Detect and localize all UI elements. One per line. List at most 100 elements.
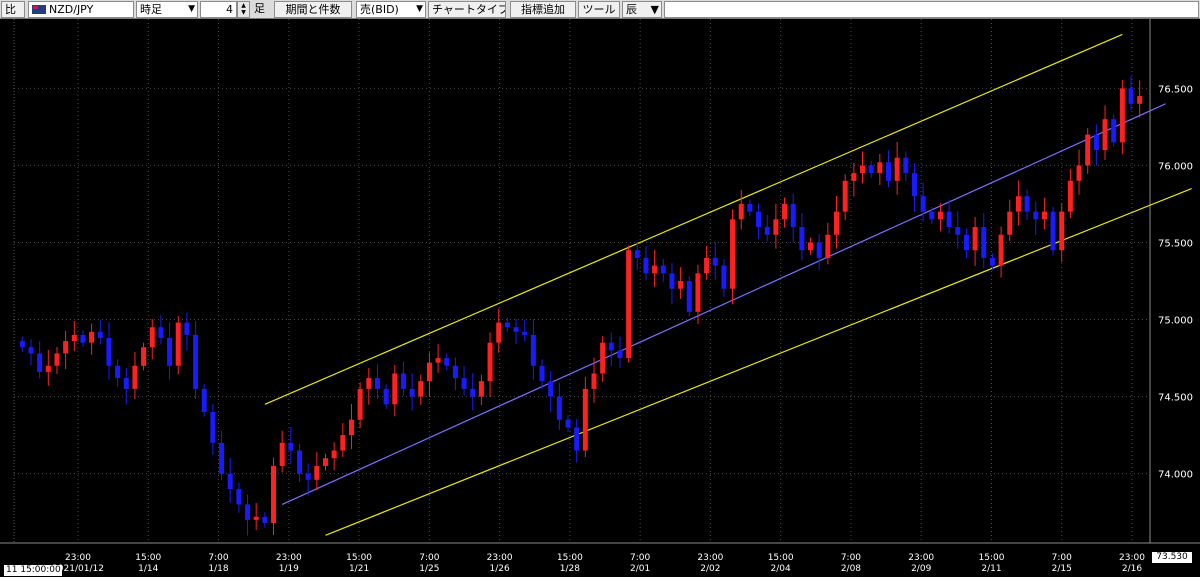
candle	[1102, 105, 1108, 161]
chevron-down-icon: ▼	[188, 4, 195, 14]
candle	[444, 353, 450, 371]
candle	[652, 249, 658, 288]
candle-body	[167, 338, 173, 366]
candle-body	[773, 219, 779, 235]
x-tick-date: 2/11	[981, 564, 1001, 573]
candle	[530, 319, 536, 380]
candle	[193, 321, 199, 400]
candle-body	[963, 234, 969, 251]
candle	[860, 151, 865, 184]
candle-body	[37, 353, 43, 372]
x-tick-date: 2/09	[911, 564, 931, 573]
candle-body	[998, 234, 1004, 266]
period-count-button[interactable]: 期間と件数	[274, 1, 352, 18]
candle-body	[608, 342, 614, 351]
timeframe-select[interactable]: 時足 ▼	[136, 1, 198, 18]
candle-body	[504, 322, 510, 328]
candle	[1067, 168, 1073, 219]
candle-body	[400, 373, 406, 389]
x-tick-date: 2/01	[630, 564, 650, 573]
candle-body	[539, 365, 545, 382]
candle	[522, 319, 528, 342]
axis-layer: 76.500 76.000 75.500 75.000 74.500 74.000 23:0…	[52, 84, 1193, 574]
candle-body	[825, 234, 831, 258]
side-select[interactable]: 売(BID) ▼	[356, 1, 426, 18]
candle	[184, 312, 190, 351]
compare-button[interactable]: 比	[1, 1, 25, 18]
middle-trend-line	[281, 103, 1166, 506]
x-tick-time: 7:00	[630, 553, 650, 563]
candle-body	[756, 211, 762, 228]
candlestick-chart[interactable]: 76.500 76.000 75.500 75.000 74.500 74.000 23:0…	[0, 19, 1200, 574]
candle-body	[712, 257, 718, 266]
timeframe-label: 時足	[140, 3, 162, 16]
candle	[764, 215, 770, 242]
candle-body	[556, 396, 562, 420]
channel-layer	[264, 33, 1192, 536]
count-stepper[interactable]: ▲ ▼	[237, 1, 250, 18]
candle	[920, 182, 926, 222]
candle	[704, 245, 710, 280]
candle	[219, 430, 225, 481]
candle-body	[643, 257, 649, 274]
candle	[54, 346, 60, 375]
candle-body	[392, 373, 398, 405]
candle	[894, 141, 900, 195]
extra-menu-button[interactable]: 辰 ▼	[622, 1, 662, 18]
x-tick-time: 23:00	[487, 553, 513, 563]
candle	[955, 211, 961, 249]
x-tick-time: 23:00	[65, 553, 91, 563]
candle	[582, 376, 588, 458]
candle-body	[409, 388, 415, 397]
tool-button[interactable]: ツール	[578, 1, 620, 18]
x-tick-date: 1/26	[489, 564, 509, 573]
candle-body	[374, 378, 380, 389]
x-tick-time: 7:00	[419, 553, 439, 563]
chart-background	[0, 19, 1200, 573]
candle-body	[219, 442, 225, 474]
candle-body	[297, 450, 302, 474]
candle-body	[426, 362, 432, 382]
candle	[617, 336, 623, 369]
candle-body	[175, 322, 181, 366]
triangle-down-icon: ▼	[650, 3, 659, 16]
symbol-select[interactable]: NZD/JPY	[28, 1, 134, 18]
candle	[487, 332, 493, 397]
candle	[643, 245, 649, 280]
candle-body	[314, 465, 320, 480]
candle-body	[851, 173, 857, 181]
candle	[400, 361, 406, 396]
candle	[574, 419, 580, 463]
candle	[271, 457, 277, 535]
candle-body	[929, 211, 935, 220]
candle-body	[678, 281, 684, 289]
candle	[201, 384, 207, 417]
candle	[1015, 180, 1021, 226]
toolbar-blank-field	[664, 1, 1199, 18]
count-input[interactable]: 4	[200, 1, 237, 18]
candle-body	[799, 227, 805, 251]
candle-body	[1024, 196, 1030, 212]
candle	[504, 317, 510, 332]
candle	[80, 330, 86, 348]
candle	[712, 242, 718, 280]
side-label: 売(BID)	[360, 3, 399, 16]
add-indicator-button[interactable]: 指標追加	[510, 1, 576, 18]
candle	[695, 264, 701, 324]
candle-body	[600, 342, 606, 374]
candle-body	[522, 331, 528, 335]
chart-area[interactable]: 76.500 76.000 75.500 75.000 74.500 74.000 23:0…	[0, 19, 1200, 576]
candle-body	[617, 350, 623, 359]
candle-body	[279, 442, 285, 466]
candle	[1050, 207, 1056, 255]
y-tick-label: 75.500	[1158, 238, 1193, 249]
candle-body	[496, 322, 502, 343]
candle	[782, 197, 788, 228]
candle	[1076, 149, 1082, 195]
x-tick-time: 23:00	[697, 553, 723, 563]
candle	[626, 245, 632, 363]
chart-type-button[interactable]: チャートタイプ	[428, 1, 506, 18]
candle-body	[245, 504, 251, 520]
candle	[842, 174, 848, 220]
candle-body	[71, 334, 77, 342]
